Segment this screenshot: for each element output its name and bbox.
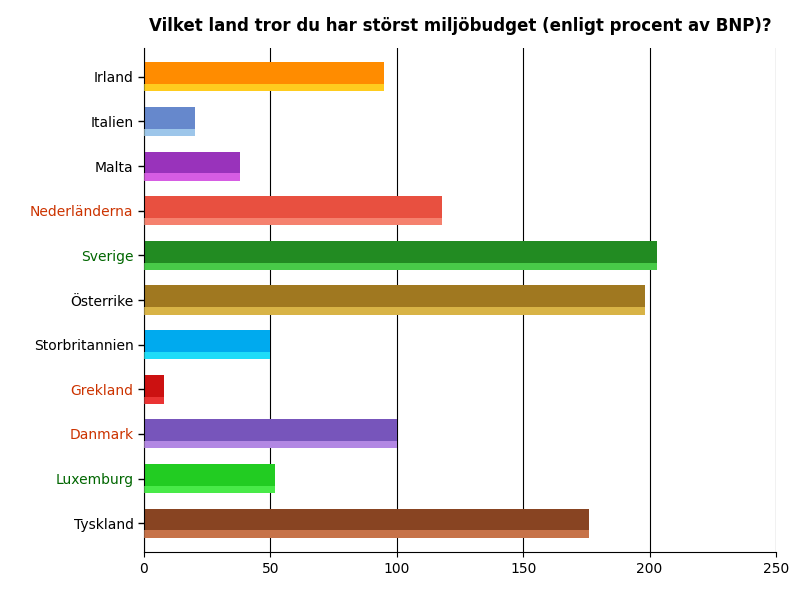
Bar	[144, 286, 645, 314]
Bar	[144, 330, 270, 359]
Bar	[144, 128, 194, 136]
Bar	[144, 241, 657, 270]
Bar	[144, 84, 384, 91]
Bar	[144, 509, 589, 538]
Bar	[144, 419, 397, 448]
Bar	[144, 397, 164, 404]
Bar	[144, 173, 240, 181]
Bar	[144, 107, 194, 136]
Title: Vilket land tror du har störst miljöbudget (enligt procent av BNP)?: Vilket land tror du har störst miljöbudg…	[149, 17, 771, 35]
Bar	[144, 152, 240, 181]
Bar	[144, 441, 397, 448]
Bar	[144, 218, 442, 225]
Bar	[144, 375, 164, 404]
Bar	[144, 263, 657, 270]
Bar	[144, 196, 442, 225]
Bar	[144, 530, 589, 538]
Bar	[144, 486, 275, 493]
Bar	[144, 464, 275, 493]
Bar	[144, 307, 645, 314]
Bar	[144, 352, 270, 359]
Bar	[144, 62, 384, 91]
